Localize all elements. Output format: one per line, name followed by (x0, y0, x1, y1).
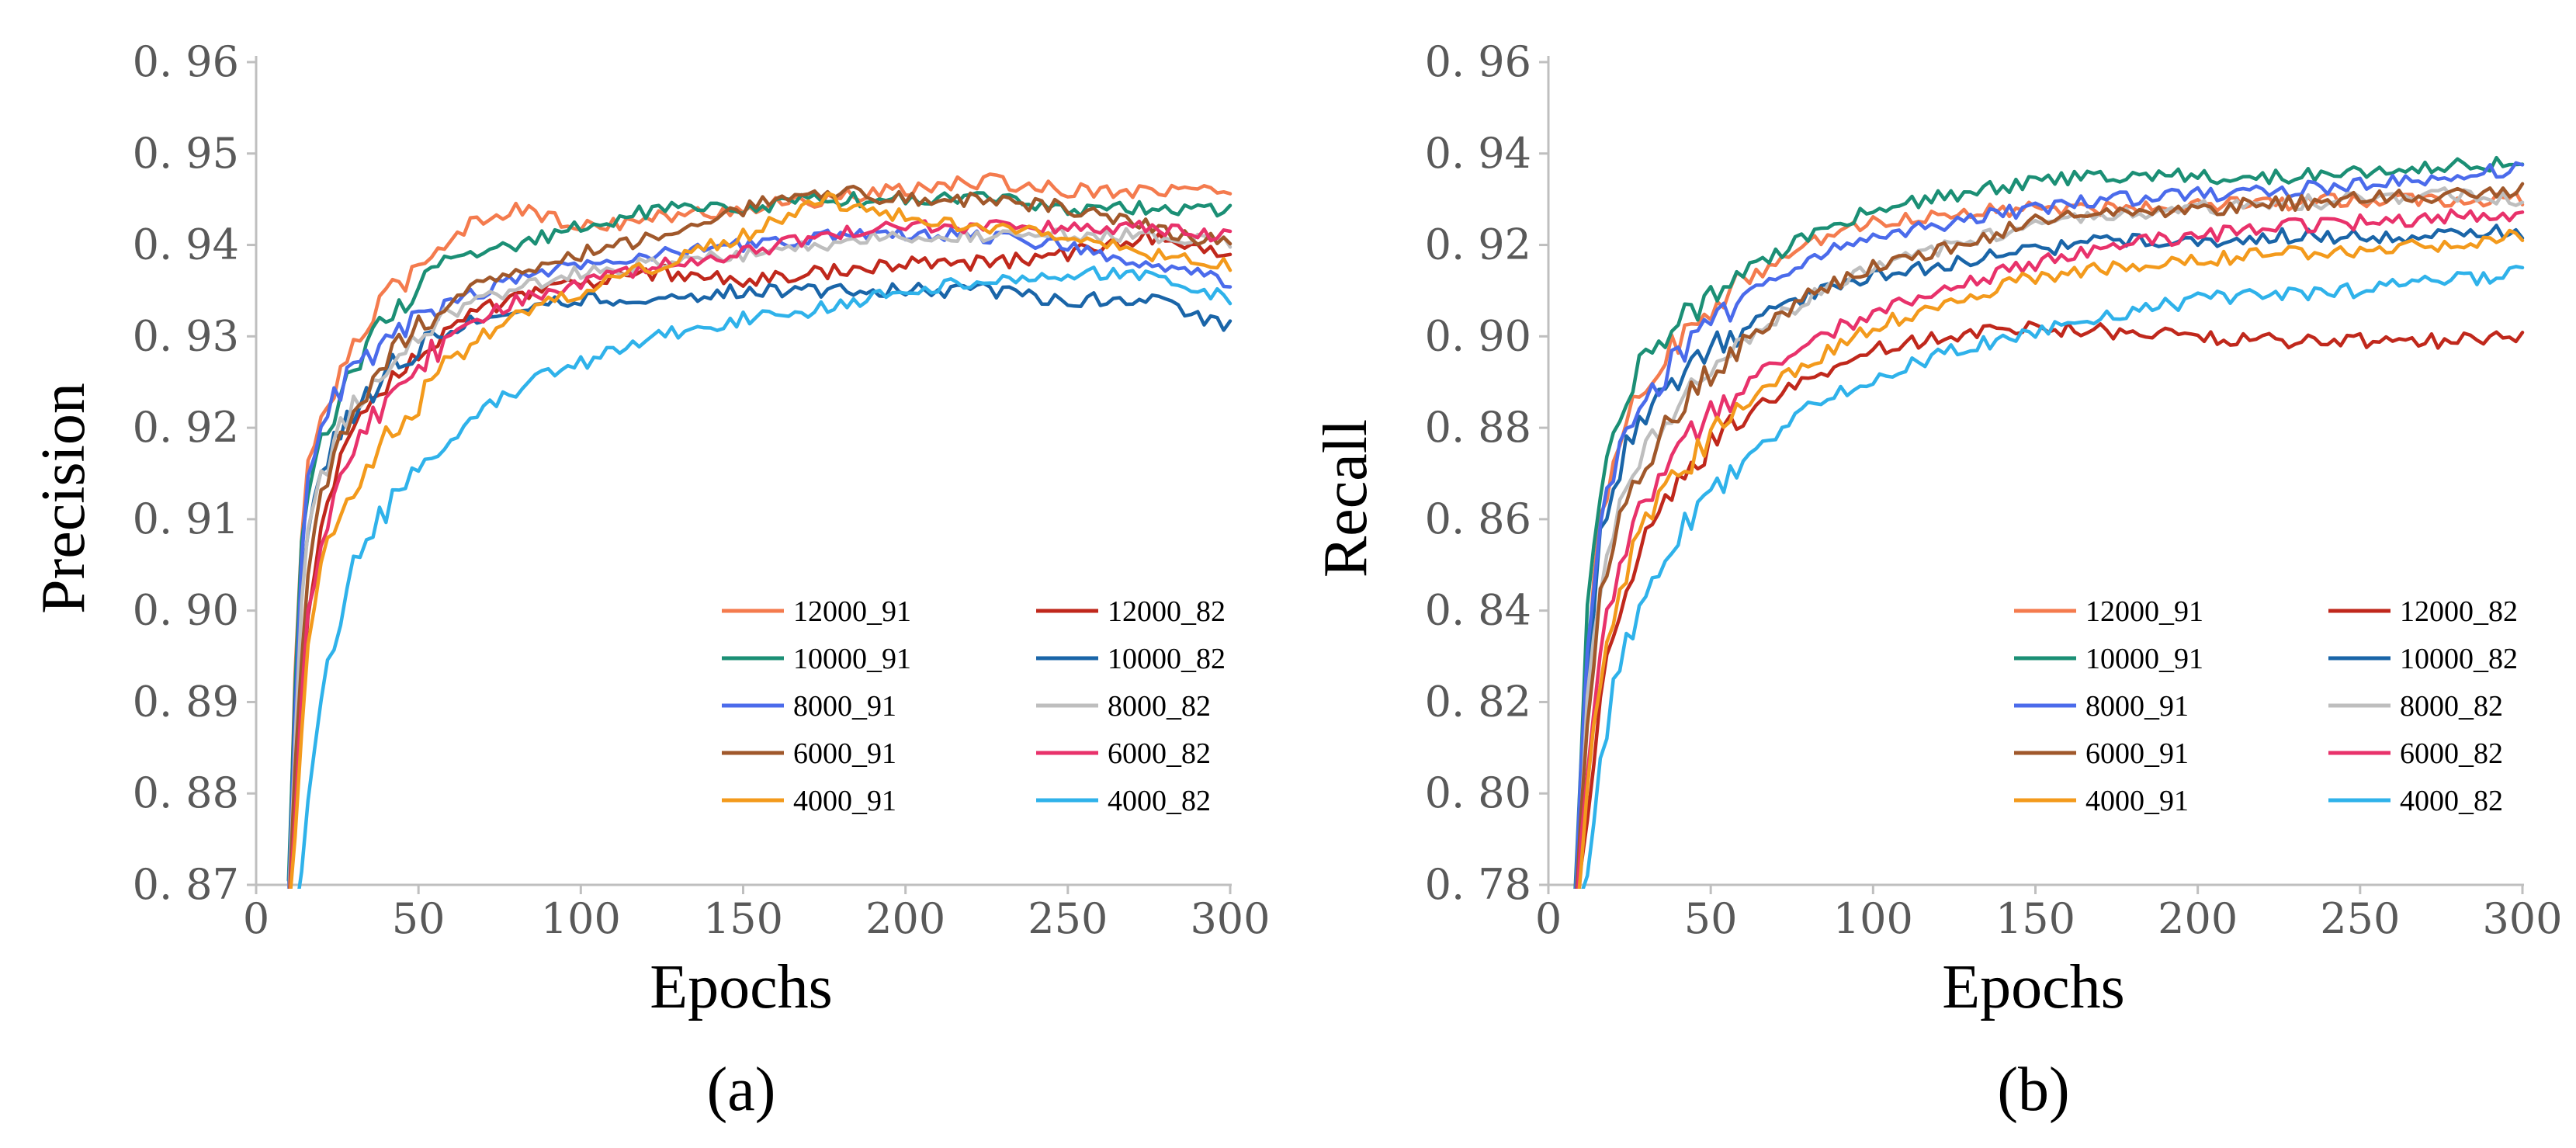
plot-area (1573, 155, 2525, 889)
series-line-6000_82 (288, 219, 1233, 889)
precision-chart: Precision Epochs (a) 0. 87 0. 88 0. 89 0. 9… (29, 37, 1271, 1124)
legend-label: 12000_91 (2085, 595, 2203, 628)
legend-label: 4000_91 (2085, 785, 2189, 817)
y-tick-label: 0. 89 (133, 677, 239, 726)
y-tick-label: 0. 95 (133, 129, 239, 178)
legend-label: 4000_82 (2400, 785, 2503, 817)
x-tick-label: 150 (703, 894, 783, 943)
panel-label: (b) (1997, 1056, 2069, 1124)
y-tick-label: 0. 82 (1425, 677, 1531, 726)
legend-label: 10000_82 (2400, 643, 2518, 675)
y-tick-label: 0. 88 (133, 768, 239, 817)
series-line-4000_91 (1577, 228, 2525, 889)
y-tick-label: 0. 92 (1425, 220, 1531, 269)
x-tick-label: 50 (392, 894, 446, 943)
x-tick-label: 150 (1995, 894, 2075, 943)
legend-label: 4000_91 (793, 785, 896, 817)
y-tick-label: 0. 91 (133, 494, 239, 543)
y-tick-label: 0. 96 (1425, 37, 1531, 86)
legend-label: 10000_91 (2085, 643, 2203, 675)
plot-area (286, 172, 1233, 889)
legend-label: 6000_82 (2400, 737, 2503, 770)
x-axis-title: Epochs (650, 953, 833, 1021)
series-line-8000_91 (286, 227, 1233, 889)
series-line-10000_82 (286, 281, 1233, 889)
series-line-6000_82 (1576, 208, 2525, 889)
series-line-6000_91 (288, 184, 1233, 889)
y-tick-label: 0. 90 (133, 586, 239, 635)
legend-label: 12000_82 (2400, 595, 2518, 628)
y-tick-label: 0. 84 (1425, 586, 1531, 635)
legend-label: 10000_82 (1108, 643, 1226, 675)
legend-label: 4000_82 (1108, 785, 1211, 817)
legend-label: 8000_91 (2085, 690, 2189, 723)
legend-label: 12000_82 (1108, 595, 1226, 628)
legend-label: 8000_91 (793, 690, 896, 723)
y-tick-label: 0. 80 (1425, 768, 1531, 817)
y-tick-label: 0. 96 (133, 37, 239, 86)
x-tick-label: 100 (1833, 894, 1913, 943)
y-tick-label: 0. 86 (1425, 494, 1531, 543)
legend-label: 8000_82 (2400, 690, 2503, 723)
x-tick-label: 0 (243, 894, 269, 943)
series-line-10000_91 (286, 191, 1233, 883)
x-tick-label: 300 (2482, 894, 2562, 943)
series-line-6000_91 (1575, 182, 2525, 889)
legend-label: 6000_91 (2085, 737, 2189, 770)
x-tick-label: 0 (1535, 894, 1562, 943)
legend-label: 12000_91 (793, 595, 911, 628)
x-tick-label: 300 (1190, 894, 1270, 943)
series-line-8000_91 (1573, 161, 2525, 889)
y-tick-label: 0. 87 (133, 860, 239, 909)
y-tick-label: 0. 94 (133, 220, 239, 269)
panel-label: (a) (707, 1056, 776, 1124)
x-tick-label: 200 (2158, 894, 2238, 943)
series-line-4000_82 (297, 265, 1233, 889)
x-tick-label: 250 (2320, 894, 2400, 943)
legend: 12000_91 12000_82 10000_91 10000_82 8000_91 8… (2014, 595, 2518, 817)
x-axis-title: Epochs (1942, 953, 2125, 1021)
series-line-4000_91 (289, 191, 1233, 889)
series-line-10000_82 (1573, 224, 2525, 889)
legend-label: 6000_91 (793, 737, 896, 770)
y-tick-label: 0. 78 (1425, 860, 1531, 909)
y-tick-label: 0. 94 (1425, 129, 1531, 178)
legend-label: 10000_91 (793, 643, 911, 675)
x-tick-label: 50 (1684, 894, 1738, 943)
y-axis-title: Recall (1312, 419, 1380, 577)
y-axis-title: Precision (29, 383, 98, 614)
y-tick-label: 0. 92 (133, 403, 239, 452)
y-tick-label: 0. 90 (1425, 311, 1531, 360)
x-tick-label: 100 (541, 894, 621, 943)
y-tick-label: 0. 88 (1425, 403, 1531, 452)
x-tick-label: 200 (865, 894, 945, 943)
legend: 12000_91 12000_82 10000_91 10000_82 8000_91 8… (722, 595, 1226, 817)
legend-label: 6000_82 (1108, 737, 1211, 770)
series-line-10000_91 (1573, 155, 2525, 889)
recall-chart: Recall Epochs (b) 0. 78 0. 80 0. 82 0. 84 0.… (1312, 37, 2563, 1124)
legend-label: 8000_82 (1108, 690, 1211, 723)
x-tick-label: 250 (1028, 894, 1108, 943)
y-tick-label: 0. 93 (133, 311, 239, 360)
series-line-12000_82 (288, 228, 1233, 889)
series-line-4000_82 (1581, 265, 2525, 889)
series-line-12000_91 (286, 172, 1233, 889)
